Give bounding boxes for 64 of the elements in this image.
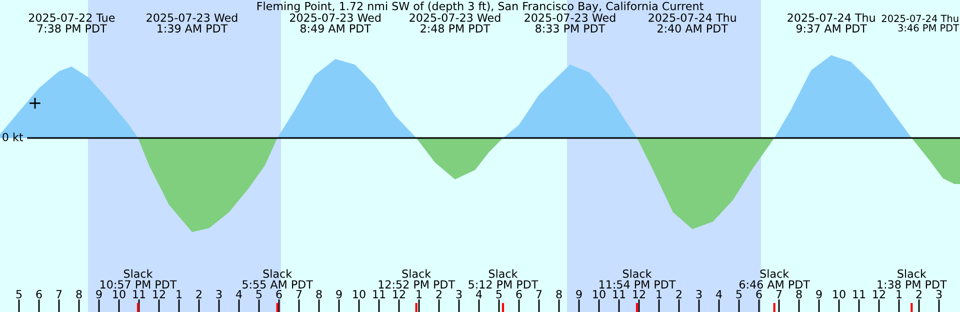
x-tick-label: 12 — [393, 290, 405, 298]
x-tick-label: 2 — [676, 290, 682, 298]
x-tick-label: 8 — [316, 290, 322, 298]
x-tick-label: 11 — [133, 290, 146, 298]
text: Slack 12:52 PM PDT — [378, 269, 456, 289]
x-tick-label: 4 — [236, 290, 242, 298]
x-tick-label: 2 — [916, 290, 922, 298]
text: Slack 1:38 PM PDT — [878, 269, 947, 289]
x-tick-label: 12 — [153, 290, 165, 298]
x-tick-label: 9 — [96, 290, 102, 298]
text: 2025-07-24 Thu 9:37 AM PDT — [788, 13, 875, 33]
x-tick-label: 9 — [576, 290, 582, 298]
x-tick-label: 1 — [416, 290, 422, 298]
x-tick-label: 5 — [496, 290, 502, 298]
text: Slack 6:46 AM PDT — [739, 269, 810, 289]
text: 2025-07-23 Wed 2:48 PM PDT — [410, 13, 500, 33]
x-tick-label: 1 — [176, 290, 182, 298]
text: 2025-07-23 Wed 1:39 AM PDT — [146, 13, 238, 33]
text: 2025-07-23 Wed 8:33 PM PDT — [524, 13, 616, 33]
text: 2025-07-23 Wed 8:49 AM PDT — [290, 13, 380, 33]
x-tick-label: 10 — [833, 290, 846, 298]
x-tick-label: 3 — [936, 290, 942, 298]
x-tick-label: 12 — [633, 290, 645, 298]
x-tick-label: 10 — [593, 290, 606, 298]
x-tick-label: 11 — [853, 290, 866, 298]
x-tick-label: 7 — [296, 290, 302, 298]
x-tick-label: 9 — [816, 290, 822, 298]
x-tick-label: 6 — [276, 290, 282, 298]
x-tick-label: 11 — [373, 290, 386, 298]
x-tick-label: 8 — [76, 290, 82, 298]
x-tick-label: 6 — [756, 290, 762, 298]
x-tick-label: 2 — [436, 290, 442, 298]
x-tick-label: 6 — [36, 290, 42, 298]
x-tick-label: 1 — [656, 290, 662, 298]
x-tick-label: 2 — [196, 290, 202, 298]
x-tick-label: 8 — [796, 290, 802, 298]
text: Slack 11:54 PM PDT — [600, 269, 676, 289]
x-tick-label: 11 — [613, 290, 626, 298]
x-tick-label: 4 — [476, 290, 482, 298]
text: Slack 5:12 PM PDT — [468, 269, 538, 289]
x-tick-label: 12 — [873, 290, 885, 298]
text: 2025-07-24 Thu 2:40 AM PDT — [648, 13, 736, 33]
x-tick-label: 10 — [113, 290, 126, 298]
x-tick-label: 8 — [556, 290, 562, 298]
x-tick-label: 7 — [56, 290, 62, 298]
chart-title: Fleming Point, 1.72 nmi SW of (depth 3 ft), San Francisco Bay, California Current — [257, 2, 704, 12]
x-tick-label: 4 — [716, 290, 722, 298]
x-tick-label: 5 — [256, 290, 262, 298]
text: Slack 5:55 AM PDT — [242, 269, 313, 289]
x-tick-label: 6 — [516, 290, 522, 298]
text: 2025-07-22 Tue 7:38 PM PDT — [28, 13, 115, 33]
x-tick-label: 3 — [696, 290, 702, 298]
x-tick-label: 5 — [736, 290, 742, 298]
x-tick-label: 9 — [336, 290, 342, 298]
text: Slack 10:57 PM PDT — [100, 269, 177, 289]
text: 2025-07-24 Thu 3:46 PM PDT — [882, 14, 960, 32]
ref-line-label: 0 kt — [2, 132, 24, 142]
x-tick-label: 3 — [456, 290, 462, 298]
x-tick-label: 5 — [16, 290, 22, 298]
x-tick-label: 3 — [216, 290, 222, 298]
x-tick-label: 1 — [896, 290, 902, 298]
x-tick-label: 7 — [536, 290, 542, 298]
x-tick-label: 7 — [776, 290, 782, 298]
x-tick-label: 10 — [353, 290, 366, 298]
